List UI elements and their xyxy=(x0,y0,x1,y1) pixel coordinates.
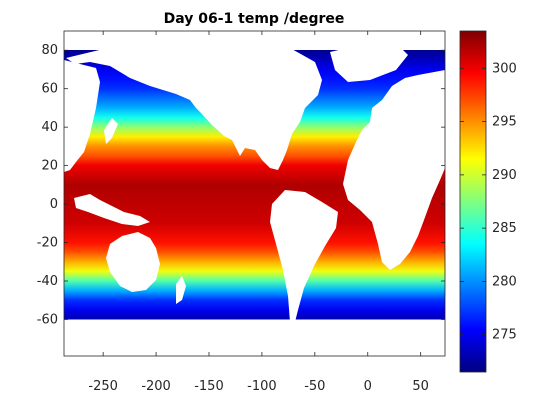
colorbar-tick-label: 300 xyxy=(492,61,517,76)
y-tick-label: 20 xyxy=(41,159,58,174)
land-south-america xyxy=(270,190,338,326)
colorbar-tick-label: 290 xyxy=(492,168,517,183)
y-tick-label: -60 xyxy=(37,312,58,327)
x-tick-label: 50 xyxy=(412,379,429,394)
land-indonesia xyxy=(74,194,150,226)
x-tick-label: -100 xyxy=(247,379,277,394)
x-tick-label: -150 xyxy=(194,379,224,394)
colorbar-gradient xyxy=(459,30,487,373)
land-antarctica xyxy=(64,332,445,356)
y-axis: -60 -40 -20 0 20 40 60 80 xyxy=(37,43,445,327)
x-tick-label: -200 xyxy=(141,379,171,394)
y-tick-label: 80 xyxy=(41,43,58,58)
y-tick-label: 0 xyxy=(50,197,58,212)
land-north-america xyxy=(66,36,322,170)
x-tick-label: -50 xyxy=(304,379,325,394)
x-axis: -250 -200 -150 -100 -50 0 50 xyxy=(88,31,429,394)
land-arctic xyxy=(64,31,445,41)
land-new-zealand xyxy=(176,276,186,304)
y-tick-label: 40 xyxy=(41,120,58,135)
x-tick-label: -250 xyxy=(88,379,118,394)
land-eurasia-africa xyxy=(343,70,445,270)
y-tick-label: -20 xyxy=(37,236,58,251)
plot-frame xyxy=(63,30,446,357)
y-tick-label: 60 xyxy=(41,82,58,97)
map-plot-area: -250 -200 -150 -100 -50 0 50 -60-40-2002040608… xyxy=(37,30,446,394)
colorbar-tick-label: 285 xyxy=(492,221,517,236)
colorbar-tick-label: 275 xyxy=(492,328,517,343)
colorbar-tick-label: 295 xyxy=(492,115,517,130)
land-east-asia xyxy=(64,60,100,172)
land-japan xyxy=(104,118,118,144)
y-tick-label: -40 xyxy=(37,274,58,289)
colorbar-ticks: 275 280 285 290 295 300 xyxy=(460,61,517,343)
colorbar-tick-label: 280 xyxy=(492,274,517,289)
colorbar: 275 280 285 290 295 300 xyxy=(459,30,517,373)
land-mask xyxy=(64,31,445,356)
x-tick-label: 0 xyxy=(364,379,372,394)
chart-title: Day 06-1 temp /degree xyxy=(164,11,345,27)
land-greenland xyxy=(330,42,408,82)
land-australia xyxy=(106,232,160,292)
